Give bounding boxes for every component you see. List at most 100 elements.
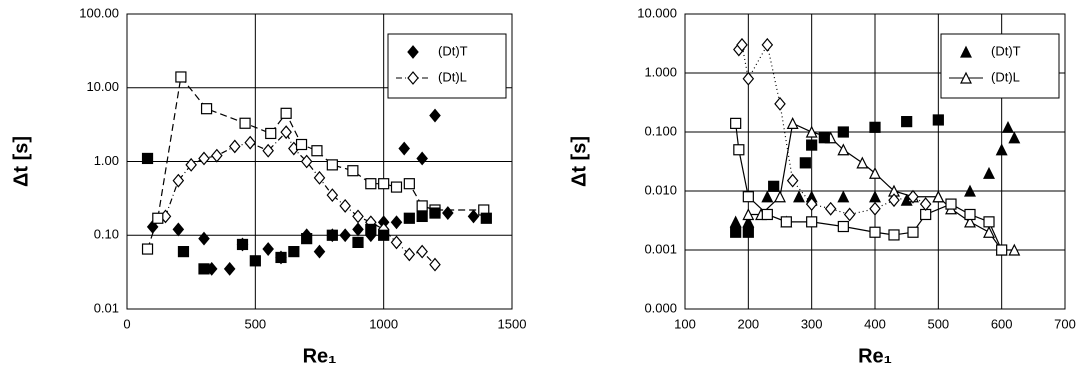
x-tick-label: 500 <box>927 316 949 331</box>
data-point <box>390 215 403 230</box>
x-axis-label: Re₁ <box>303 345 337 367</box>
data-point <box>249 255 261 267</box>
data-point <box>843 207 856 222</box>
data-point <box>768 180 780 192</box>
y-tick-label: 1.000 <box>644 64 677 79</box>
data-point <box>301 233 313 245</box>
data-point <box>236 238 249 251</box>
data-point <box>152 212 164 224</box>
data-point <box>390 181 403 193</box>
legend-marker <box>407 45 419 59</box>
series-line <box>146 75 484 250</box>
y-tick-label: 10.00 <box>86 79 119 94</box>
data-point <box>403 212 415 224</box>
data-point <box>736 37 748 52</box>
data-point <box>416 210 428 223</box>
legend-marker <box>960 71 972 84</box>
data-point <box>983 166 995 179</box>
data-point <box>761 208 773 221</box>
legend-box <box>940 33 1060 99</box>
legend-marker <box>407 71 419 85</box>
data-point <box>786 173 799 188</box>
data-point <box>141 152 154 165</box>
data-point <box>326 159 338 171</box>
legend-label: (Dt)T <box>991 43 1021 58</box>
data-point <box>983 225 995 238</box>
x-tick-label: 100 <box>674 316 696 331</box>
data-point <box>378 178 390 190</box>
y-tick-label: 0.100 <box>644 123 677 138</box>
y-tick-label: 1.00 <box>94 153 119 168</box>
data-point <box>869 201 881 216</box>
x-tick-label: 1500 <box>498 316 527 331</box>
data-point <box>265 127 277 140</box>
data-point <box>780 216 792 228</box>
data-point <box>837 220 849 233</box>
data-point <box>390 235 403 250</box>
y-tick-label: 0.10 <box>94 227 119 242</box>
y-tick-label: 10.000 <box>637 5 677 20</box>
data-point <box>964 208 976 221</box>
x-tick-label: 400 <box>864 316 886 331</box>
legend-marker <box>960 45 972 58</box>
data-point <box>313 170 326 185</box>
data-point <box>403 178 415 190</box>
data-point <box>326 229 338 241</box>
data-point <box>742 226 754 238</box>
data-point <box>347 165 359 177</box>
data-point <box>919 197 932 212</box>
data-point <box>837 190 850 203</box>
data-point <box>352 222 364 237</box>
data-point <box>275 251 287 264</box>
data-point <box>869 226 881 238</box>
data-point <box>198 263 210 275</box>
x-tick-label: 1000 <box>369 316 398 331</box>
x-tick-label: 200 <box>737 316 759 331</box>
data-point <box>888 229 900 241</box>
data-point <box>730 226 742 238</box>
data-point <box>262 143 274 158</box>
data-point <box>398 141 410 156</box>
y-tick-label: 0.001 <box>644 241 677 256</box>
data-point <box>172 222 185 237</box>
y-tick-label: 0.01 <box>94 300 119 315</box>
data-point <box>416 151 428 166</box>
data-point <box>761 37 774 52</box>
data-point <box>907 189 919 204</box>
legend-label: (Dt)L <box>991 69 1020 84</box>
data-point <box>300 154 313 169</box>
data-point <box>995 143 1008 156</box>
y-axis-label: Δt [s] <box>10 136 32 187</box>
data-point <box>774 190 786 203</box>
data-point <box>774 96 786 111</box>
data-point <box>326 188 339 203</box>
data-point <box>339 198 351 213</box>
data-point <box>996 244 1008 256</box>
data-point <box>869 190 881 203</box>
data-point <box>280 125 292 140</box>
data-point <box>378 229 390 241</box>
legend-label: (Dt)L <box>438 69 467 84</box>
x-tick-label: 600 <box>991 316 1013 331</box>
data-point <box>733 144 745 156</box>
data-point <box>352 236 364 248</box>
data-point <box>467 209 480 224</box>
data-point <box>824 201 837 216</box>
data-point <box>313 244 326 259</box>
data-point <box>295 138 308 151</box>
data-point <box>200 103 213 115</box>
data-point <box>365 223 377 236</box>
data-point <box>907 226 919 238</box>
data-point <box>869 121 881 133</box>
data-point <box>1008 243 1021 256</box>
data-point <box>223 261 236 276</box>
plot-frame <box>684 13 1066 310</box>
data-point <box>280 107 292 119</box>
data-point <box>793 190 805 203</box>
data-point <box>288 246 300 258</box>
data-point <box>244 135 256 150</box>
data-point <box>442 206 454 220</box>
data-point <box>198 151 210 166</box>
x-tick-label: 500 <box>244 316 266 331</box>
